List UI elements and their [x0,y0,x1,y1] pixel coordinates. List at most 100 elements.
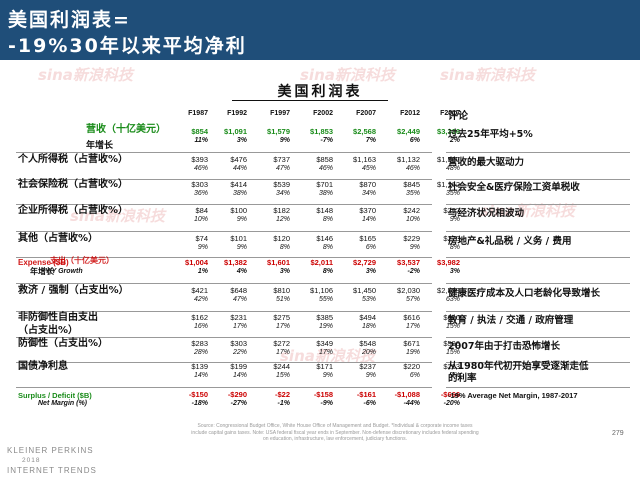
table-cell-growth: 8% [322,216,333,223]
table-cell-growth: 45% [361,165,376,172]
table-cell-growth: 51% [275,296,290,303]
watermark: sina新浪科技 [440,66,535,84]
table-cell-growth: 63% [445,296,460,303]
table-cell-value: $2,568 [353,127,376,136]
table-cell-growth: 16% [193,323,208,330]
row-label: 其他（占营收%） [18,233,99,244]
table-cell-value: -$158 [313,390,333,399]
row-label: 防御性（占支出%） [18,338,109,349]
row-comment: 教育 / 执法 / 交通 / 政府管理 [448,315,574,326]
table-cell-growth: 7% [365,137,376,144]
table-cell-growth: -20% [443,400,460,407]
table-cell-growth: 17% [275,323,290,330]
comment-header: 评论 [448,111,468,122]
table-cell-value: $648 [230,286,247,295]
table-cell-value: $2,449 [397,127,420,136]
table-cell-value: $242 [403,206,420,215]
table-cell-value: $1,382 [224,258,247,267]
table-cell-value: $810 [273,286,290,295]
table-cell-value: $1,162 [437,180,460,189]
table-cell-growth: 10% [193,216,208,223]
column-header: F2012 [400,110,420,117]
table-cell-value: $393 [191,155,208,164]
table-cell-value: -$150 [188,390,208,399]
table-cell-value: $616 [403,313,420,322]
table-cell-value: $421 [191,286,208,295]
row-sublabel: Y/Y Growth [45,268,83,275]
table-cell-growth: 14% [361,216,376,223]
table-cell-growth: 22% [232,349,247,356]
table-cell-value: $100 [230,206,247,215]
table-cell-growth: 55% [318,296,333,303]
table-cell-value: $3,537 [397,258,420,267]
table-cell-value: $2,011 [310,258,333,267]
table-cell-growth: 14% [193,372,208,379]
table-cell-growth: 8% [449,244,460,251]
slide-title-line-1: 美国利润表= [8,9,131,31]
table-cell-growth: 42% [193,296,208,303]
table-cell-value: $199 [230,362,247,371]
table-cell-value: $270 [443,234,460,243]
watermark: sina新浪科技 [280,347,375,365]
table-cell-value: $146 [316,234,333,243]
watermark: sina新浪科技 [38,66,133,84]
slide-title-line-2: -19%30年以来平均净利 [8,35,247,57]
table-cell-value: $171 [316,362,333,371]
row-comment-line-2: 的利率 [448,373,477,384]
row-divider [16,311,432,312]
table-cell-value: -$22 [274,390,290,399]
table-cell-growth: 35% [445,190,460,197]
table-cell-value: $590 [443,339,460,348]
table-cell-growth: 8% [322,244,333,251]
comment-divider [446,337,630,338]
row-comment: 与经济状况相波动 [448,208,525,219]
row-comment: 过去25年平均+5% [448,129,533,140]
table-cell-value: $272 [273,339,290,348]
row-label: Expense ($B) [18,258,69,267]
table-cell-value: $1,132 [397,155,420,164]
table-cell-value: $1,004 [185,258,208,267]
table-cell-value: $610 [443,313,460,322]
table-cell-growth: 38% [232,190,247,197]
table-cell-growth: 44% [232,165,247,172]
table-cell-growth: 6% [409,137,420,144]
row-comment: 营收的最大驱动力 [448,157,525,168]
row-label-line-2: （占支出%） [18,325,79,336]
table-cell-value: $1,163 [353,155,376,164]
table-cell-growth: -44% [403,400,420,407]
row-comment: -19% Average Net Margin, 1987-2017 [448,391,578,400]
row-divider [16,362,432,363]
table-cell-value: $370 [359,206,376,215]
column-header: F1992 [227,110,247,117]
table-cell-growth: 19% [405,349,420,356]
table-cell-growth: -18% [191,400,208,407]
row-comment: 房地产&礼品税 / 义务 / 费用 [448,236,572,247]
row-divider [16,283,432,284]
table-cell-growth: 47% [275,165,290,172]
table-cell-value: $854 [191,127,208,136]
table-cell-growth: 8% [279,244,290,251]
table-cell-growth: 9% [197,244,208,251]
table-cell-value: $349 [316,339,333,348]
table-cell-value: $1,106 [310,286,333,295]
column-header: F2002 [313,110,333,117]
comment-divider [446,387,630,388]
table-cell-value: $539 [273,180,290,189]
table-cell-value: $231 [230,313,247,322]
table-cell-growth: -27% [230,400,247,407]
table-cell-value: $548 [359,339,376,348]
table-cell-value: $3,316 [437,127,460,136]
table-cell-value: $263 [443,362,460,371]
table-cell-growth: 14% [232,372,247,379]
row-divider [16,337,432,338]
table-cell-value: $2,519 [437,286,460,295]
table-cell-value: -$1,088 [394,390,420,399]
table-cell-growth: 9% [409,244,420,251]
comment-divider [446,152,630,153]
brand-name: KLEINER PERKINS [7,446,94,455]
table-cell-growth: 2% [449,137,460,144]
page-number: 279 [612,430,624,437]
table-cell-growth: 36% [193,190,208,197]
row-sublabel: 年增长 [86,141,114,151]
table-cell-growth: 9% [279,137,290,144]
